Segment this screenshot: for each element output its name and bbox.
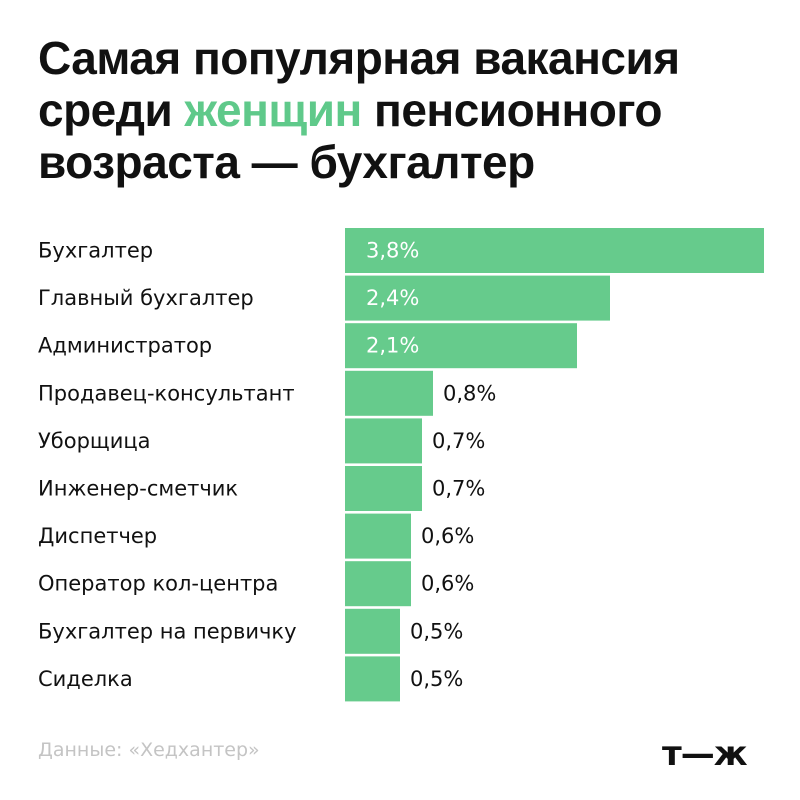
category-label: Инженер-сметчик: [38, 477, 238, 501]
value-label: 0,6%: [421, 524, 474, 548]
title-part-1: Самая популярная вакансия среди: [38, 32, 680, 136]
bar: [345, 513, 411, 559]
title-highlight: женщин: [184, 84, 363, 136]
data-source: Данные: «Хедхантер»: [38, 739, 260, 761]
bar: [345, 370, 433, 416]
category-label: Сиделка: [38, 667, 133, 691]
category-label: Администратор: [38, 334, 212, 358]
value-label: 3,8%: [366, 239, 419, 263]
category-label: Продавец-консультант: [38, 381, 295, 405]
category-label: Главный бухгалтер: [38, 286, 254, 310]
category-label: Бухгалтер на первичку: [38, 619, 297, 643]
category-label: Уборщица: [38, 429, 151, 453]
bar: [345, 275, 610, 321]
category-label: Диспетчер: [38, 524, 157, 548]
value-label: 0,7%: [432, 477, 485, 501]
category-label: Бухгалтер: [38, 239, 153, 263]
bar: [345, 561, 411, 607]
bar: [345, 228, 764, 273]
title-part-2: пенсионного возраста — бухгалтер: [38, 84, 663, 188]
value-label: 0,6%: [421, 572, 474, 596]
bar: [345, 418, 422, 464]
bar: [345, 323, 577, 369]
value-label: 2,4%: [366, 286, 419, 310]
value-label: 2,1%: [366, 334, 419, 358]
category-label: Оператор кол-центра: [38, 572, 278, 596]
value-label: 0,7%: [432, 429, 485, 453]
bar: [345, 608, 400, 654]
bar: [345, 656, 400, 702]
chart-title: Самая популярная вакансия среди женщин п…: [38, 32, 768, 188]
bar: [345, 466, 422, 511]
tzh-logo: т—ж: [662, 734, 748, 774]
value-label: 0,5%: [410, 667, 463, 691]
value-label: 0,5%: [410, 619, 463, 643]
value-label: 0,8%: [443, 381, 496, 405]
